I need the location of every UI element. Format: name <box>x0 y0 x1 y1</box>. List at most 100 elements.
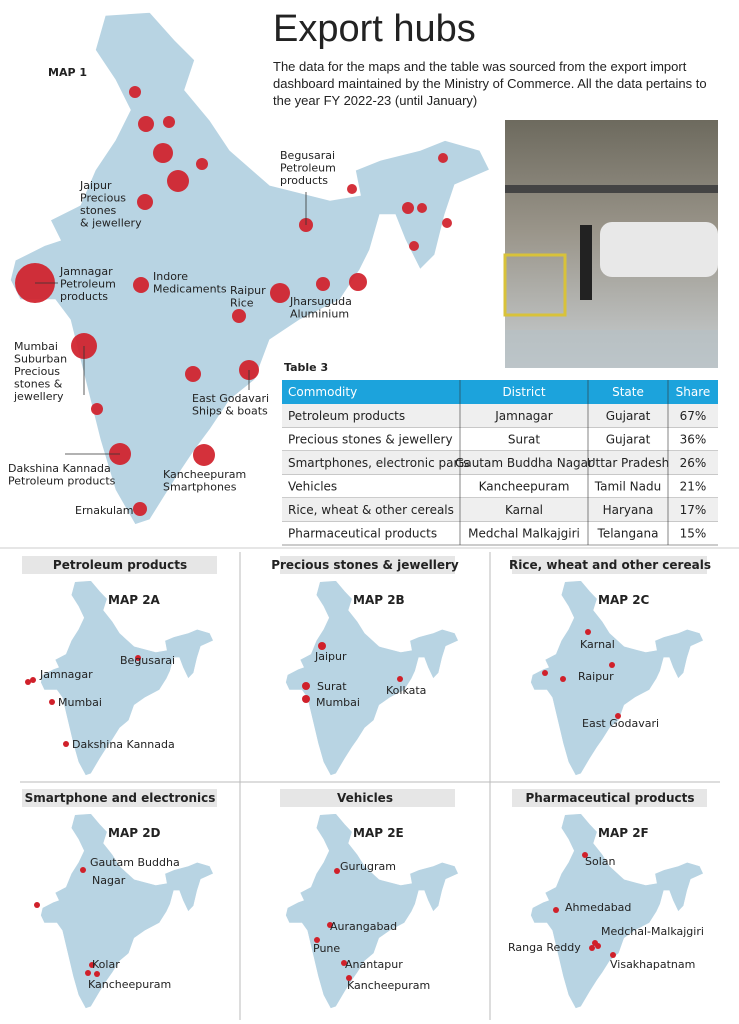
annotation: Rice <box>230 297 254 310</box>
table-cell: 26% <box>680 456 707 470</box>
table-cell: Karnal <box>505 503 543 517</box>
table-row <box>282 474 718 498</box>
place-dot <box>592 940 598 946</box>
panel-title-bg <box>22 556 217 574</box>
table-cell: Smartphones, electronic parts <box>288 456 469 470</box>
hub-dot <box>185 366 201 382</box>
place-label: Kolkata <box>386 684 426 697</box>
place-label: Anantapur <box>345 958 403 971</box>
table-cell: Petroleum products <box>288 409 405 423</box>
column-header: Share <box>676 385 711 399</box>
hub-dot <box>153 143 173 163</box>
annotation: Petroleum products <box>8 475 116 488</box>
panel-title: Rice, wheat and other cereals <box>509 558 711 572</box>
annotation: Petroleum <box>60 278 116 291</box>
photo <box>503 120 718 368</box>
panel-title: Smartphone and electronics <box>25 791 216 805</box>
panel-title-bg <box>512 789 707 807</box>
place-label: East Godavari <box>582 717 659 730</box>
annotation: Kancheepuram <box>163 468 246 481</box>
table-cell: Kancheepuram <box>479 480 570 494</box>
annotation: Jamnagar <box>59 265 113 278</box>
panel-title-bg <box>22 789 217 807</box>
annotation: Jaipur <box>79 179 112 192</box>
table-cell: Uttar Pradesh <box>587 456 669 470</box>
table-header-bg <box>282 380 718 404</box>
place-label: Jaipur <box>314 650 347 663</box>
place-dot <box>589 945 595 951</box>
table-row <box>282 451 718 475</box>
column-header: Commodity <box>288 385 357 399</box>
place-dot <box>397 676 403 682</box>
table-cell: Pharmaceutical products <box>288 527 437 541</box>
hub-dot <box>349 273 367 291</box>
place-dot <box>615 713 621 719</box>
column-header: State <box>612 385 644 399</box>
place-dot <box>89 962 95 968</box>
annotation: Ships & boats <box>192 405 268 418</box>
hub-dot <box>196 158 208 170</box>
map-label: MAP 2C <box>598 593 650 607</box>
annotation: jewellery <box>13 390 64 403</box>
table-cell: Vehicles <box>288 480 337 494</box>
table-row <box>282 404 718 428</box>
place-label: Gautam Buddha <box>90 856 180 869</box>
table-cell: Medchal Malkajgiri <box>468 527 580 541</box>
table-label: Table 3 <box>284 361 328 374</box>
place-label: Dakshina Kannada <box>72 738 175 751</box>
hub-dot <box>193 444 215 466</box>
table-cell: Precious stones & jewellery <box>288 433 453 447</box>
panel-title-bg <box>280 789 455 807</box>
hub-dot <box>316 277 330 291</box>
place-label: Mumbai <box>58 696 102 709</box>
place-label: Ahmedabad <box>565 901 631 914</box>
place-label: Kolar <box>92 958 120 971</box>
annotation: Jharsuguda <box>289 295 352 308</box>
hub-dot <box>402 202 414 214</box>
place-label: Pune <box>313 942 340 955</box>
hub-dot <box>138 116 154 132</box>
place-dot <box>560 676 566 682</box>
place-label: Kancheepuram <box>88 978 171 991</box>
column-header: District <box>502 385 545 399</box>
place-label: Karnal <box>580 638 615 651</box>
place-dot <box>318 642 326 650</box>
panel-title: Petroleum products <box>53 558 187 572</box>
place-dot <box>34 902 40 908</box>
place-dot <box>609 662 615 668</box>
hub-dot <box>270 283 290 303</box>
annotation: Ernakulam <box>75 504 134 517</box>
table-cell: Jamnagar <box>494 409 553 423</box>
hub-dot <box>91 403 103 415</box>
hub-dot <box>129 86 141 98</box>
table-cell: 36% <box>680 433 707 447</box>
map-label: MAP 2F <box>598 826 649 840</box>
map-label: MAP 2B <box>353 593 405 607</box>
place-dot <box>582 852 588 858</box>
panel-title: Precious stones & jewellery <box>271 558 459 572</box>
place-dot <box>80 867 86 873</box>
hub-dot <box>409 241 419 251</box>
place-label: Gurugram <box>340 860 396 873</box>
place-dot <box>314 937 320 943</box>
place-label: Solan <box>585 855 616 868</box>
annotation: Precious <box>80 192 126 205</box>
annotation: East Godavari <box>192 392 269 405</box>
table-cell: Gautam Buddha Nagar <box>455 456 593 470</box>
map-label: MAP 2A <box>108 593 161 607</box>
place-dot <box>610 952 616 958</box>
table-cell: Gujarat <box>606 433 651 447</box>
annotation: Mumbai <box>14 340 58 353</box>
place-label: Aurangabad <box>330 920 397 933</box>
annotation: Medicaments <box>153 283 227 296</box>
place-label: Mumbai <box>316 696 360 709</box>
place-label: Begusarai <box>120 654 175 667</box>
annotation: Suburban <box>14 353 67 366</box>
map-label: MAP 2D <box>108 826 161 840</box>
table-cell: 17% <box>680 503 707 517</box>
place-label: Kancheepuram <box>347 979 430 992</box>
annotation: products <box>280 174 328 187</box>
hub-dot <box>133 502 147 516</box>
